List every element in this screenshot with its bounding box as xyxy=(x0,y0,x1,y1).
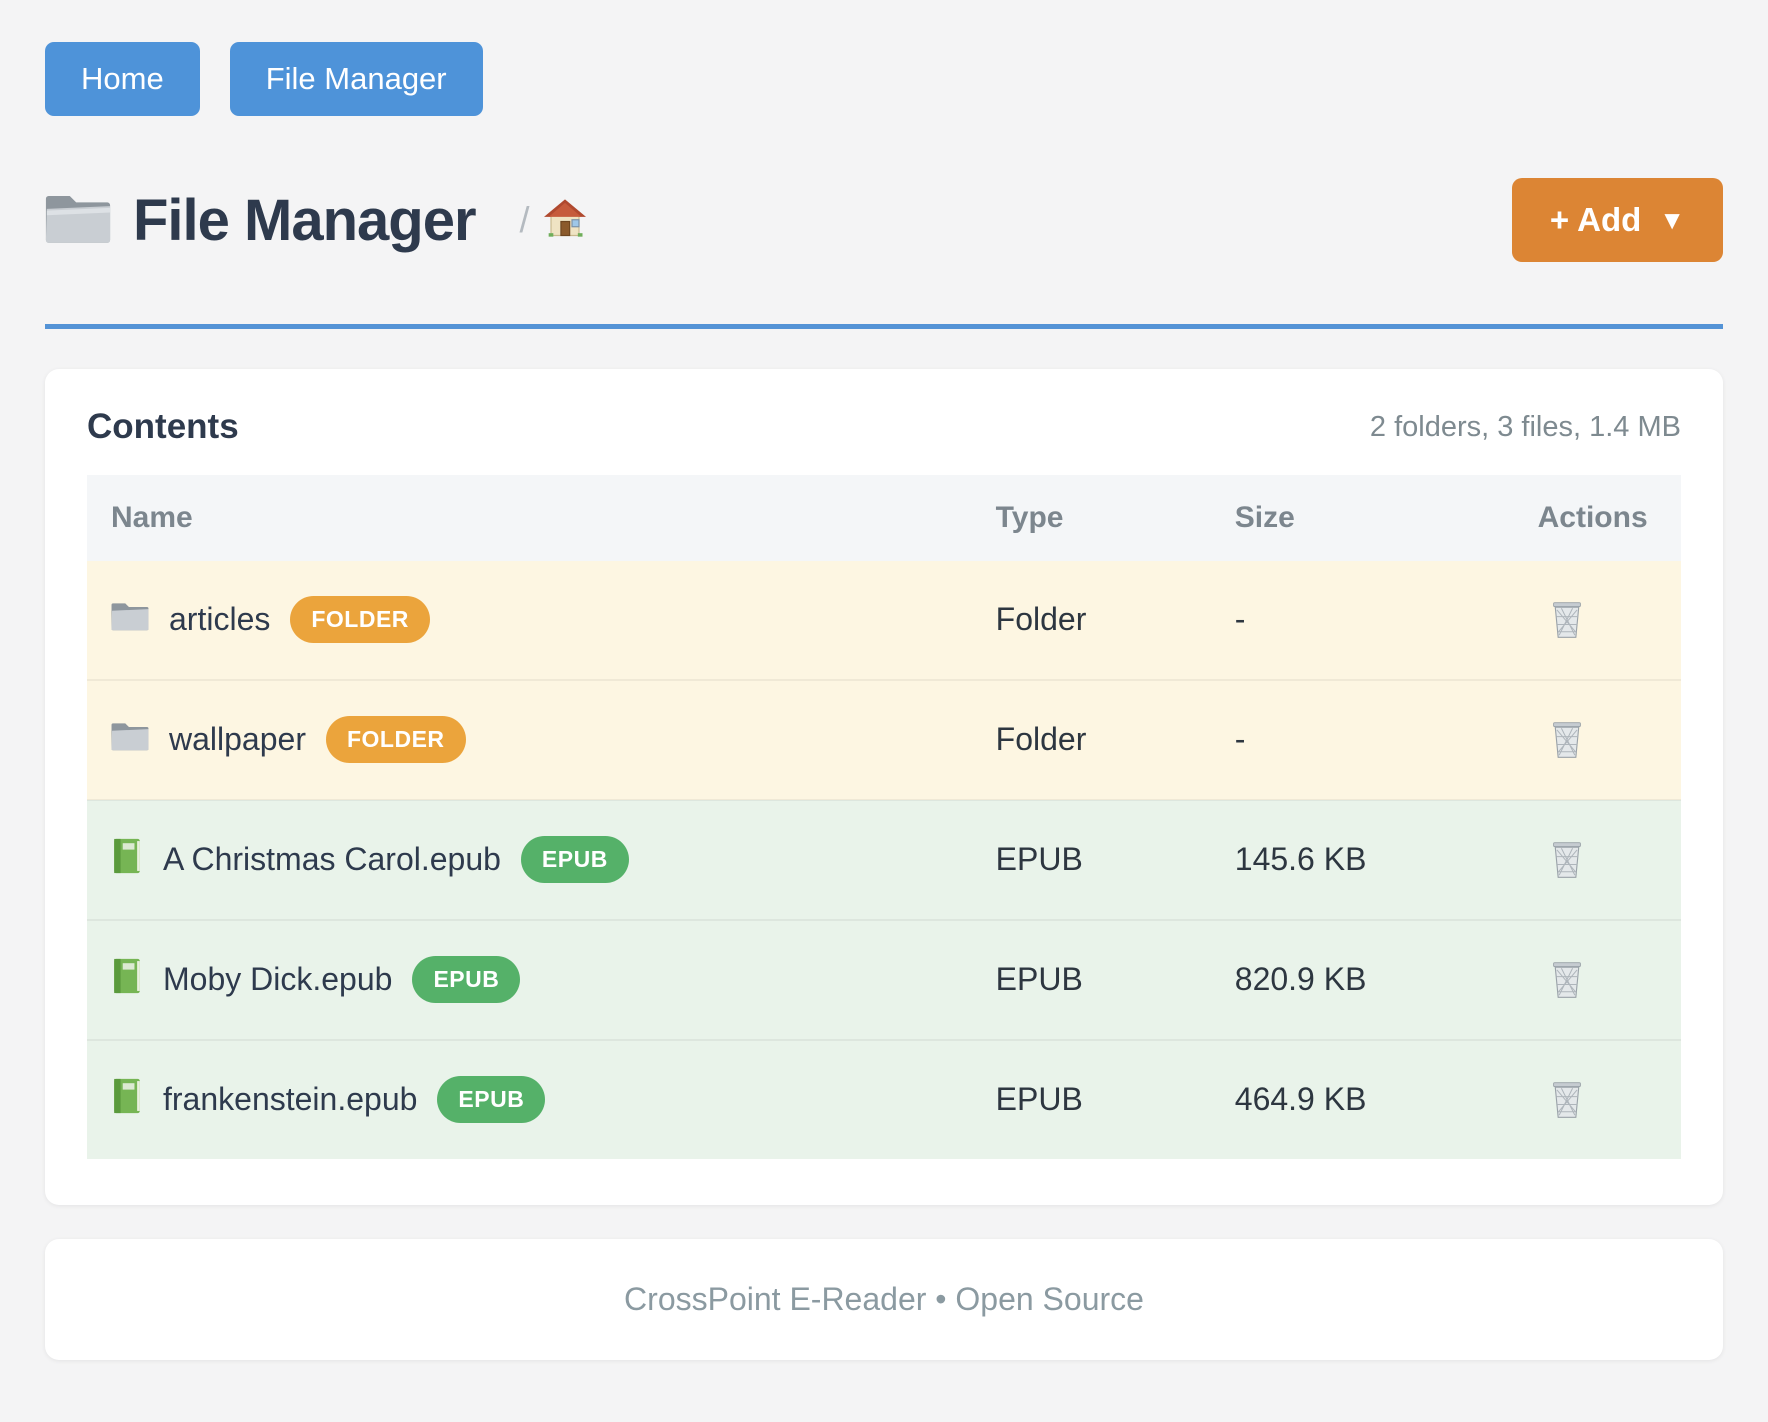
table-row[interactable]: Moby Dick.epub EPUB EPUB 820.9 KB xyxy=(87,918,1681,1040)
column-header-size: Size xyxy=(1210,475,1514,561)
accent-divider xyxy=(45,324,1723,329)
table-row[interactable]: A Christmas Carol.epub EPUB EPUB 145.6 K… xyxy=(87,798,1681,920)
column-header-type: Type xyxy=(971,475,1211,561)
folder-icon xyxy=(45,190,111,251)
breadcrumb-separator: / xyxy=(519,199,530,240)
row-name[interactable]: frankenstein.epub xyxy=(163,1081,418,1118)
home-icon[interactable] xyxy=(543,198,586,243)
column-header-name: Name xyxy=(87,475,972,561)
epub-badge: EPUB xyxy=(437,1076,546,1124)
file-table: Name Type Size Actions xyxy=(87,475,1681,1159)
row-name[interactable]: wallpaper xyxy=(169,721,306,758)
delete-button[interactable] xyxy=(1548,959,1586,1004)
add-button[interactable]: + Add ▼ xyxy=(1511,178,1723,262)
table-row[interactable]: frankenstein.epub EPUB EPUB 464.9 KB xyxy=(87,1038,1681,1159)
folder-icon xyxy=(111,720,149,760)
footer-text: CrossPoint E-Reader • Open Source xyxy=(624,1280,1144,1317)
delete-button[interactable] xyxy=(1548,719,1586,764)
delete-button[interactable] xyxy=(1548,599,1586,644)
table-row[interactable]: wallpaper FOLDER Folder - xyxy=(87,678,1681,800)
delete-button[interactable] xyxy=(1548,839,1586,884)
contents-heading: Contents xyxy=(87,407,239,446)
trash-icon xyxy=(1550,841,1584,882)
folder-badge: FOLDER xyxy=(290,596,430,644)
book-icon xyxy=(111,957,143,1003)
row-size: - xyxy=(1210,678,1514,800)
contents-card-header: Contents 2 folders, 3 files, 1.4 MB xyxy=(87,407,1681,447)
row-name[interactable]: articles xyxy=(169,601,271,638)
title-group: File Manager / xyxy=(45,187,586,254)
page-title: File Manager xyxy=(133,187,477,253)
epub-badge: EPUB xyxy=(412,956,521,1004)
row-size: 464.9 KB xyxy=(1210,1038,1514,1159)
row-name[interactable]: Moby Dick.epub xyxy=(163,961,393,998)
epub-badge: EPUB xyxy=(520,836,629,884)
nav-home-button[interactable]: Home xyxy=(45,42,200,116)
trash-icon xyxy=(1550,1081,1584,1122)
trash-icon xyxy=(1550,601,1584,642)
page-header: File Manager / + Add ▼ xyxy=(45,178,1723,262)
column-header-actions: Actions xyxy=(1513,475,1681,561)
folder-icon xyxy=(111,600,149,640)
row-size: 145.6 KB xyxy=(1210,798,1514,920)
breadcrumb: / xyxy=(520,198,586,243)
row-size: 820.9 KB xyxy=(1210,918,1514,1040)
table-header-row: Name Type Size Actions xyxy=(87,475,1681,561)
row-type: Folder xyxy=(971,678,1211,800)
row-type: EPUB xyxy=(971,918,1211,1040)
book-icon xyxy=(111,1077,143,1123)
contents-card: Contents 2 folders, 3 files, 1.4 MB Name… xyxy=(45,369,1723,1205)
table-row[interactable]: articles FOLDER Folder - xyxy=(87,561,1681,680)
row-size: - xyxy=(1210,561,1514,680)
book-icon xyxy=(111,837,143,883)
chevron-down-icon: ▼ xyxy=(1659,204,1685,235)
row-type: Folder xyxy=(971,561,1211,680)
folder-badge: FOLDER xyxy=(325,716,466,764)
row-type: EPUB xyxy=(971,1038,1211,1159)
footer-card: CrossPoint E-Reader • Open Source xyxy=(45,1238,1723,1360)
trash-icon xyxy=(1550,961,1584,1002)
delete-button[interactable] xyxy=(1548,1079,1586,1124)
row-type: EPUB xyxy=(971,798,1211,920)
contents-summary: 2 folders, 3 files, 1.4 MB xyxy=(1369,410,1681,443)
nav-file-manager-button[interactable]: File Manager xyxy=(229,42,483,116)
add-button-label: + Add xyxy=(1549,201,1642,238)
trash-icon xyxy=(1550,721,1584,762)
page: Home File Manager File Manager / xyxy=(0,42,1768,1360)
top-nav: Home File Manager xyxy=(45,42,1723,116)
row-name[interactable]: A Christmas Carol.epub xyxy=(163,841,501,878)
